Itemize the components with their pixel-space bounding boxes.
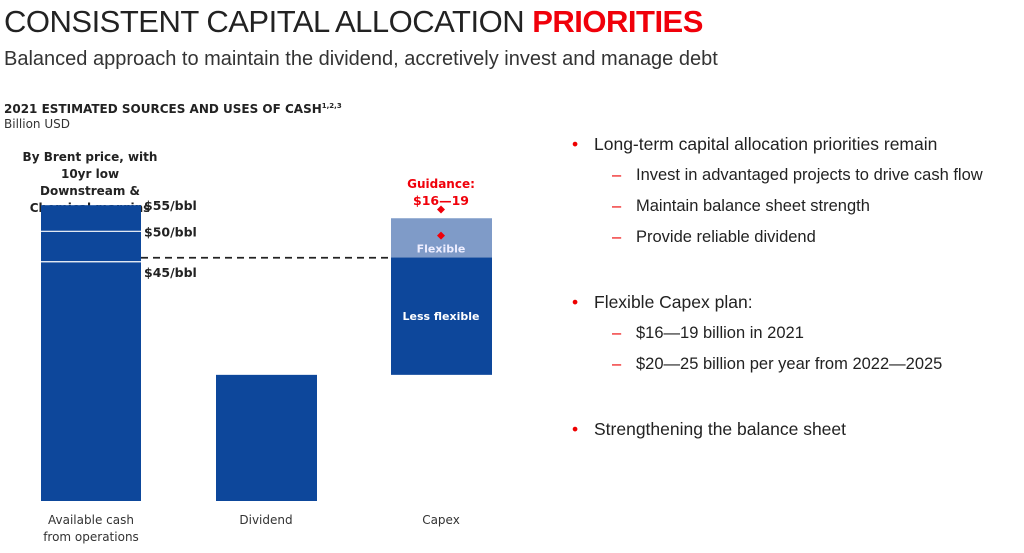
label-less-flexible: Less flexible	[403, 310, 480, 323]
bar-available-cash	[41, 205, 141, 501]
category-label: Capex	[422, 513, 460, 527]
price-label: $45/bbl	[144, 265, 197, 280]
sub-bullet-item: Provide reliable dividend	[572, 225, 983, 256]
label-flexible: Flexible	[417, 242, 466, 255]
bullet-item: Flexible Capex plan:	[572, 290, 983, 321]
category-label: Available cash from operations	[43, 513, 139, 544]
bullet-item: Long-term capital allocation priorities …	[572, 132, 983, 163]
guidance-range: $16—19	[413, 193, 469, 208]
title-main: CONSISTENT CAPITAL ALLOCATION	[4, 4, 525, 39]
chart-title-footnotes: 1,2,3	[321, 102, 342, 110]
page-title: CONSISTENT CAPITAL ALLOCATION PRIORITIES	[4, 4, 703, 40]
guidance-marker	[437, 205, 445, 214]
bar-capex-less-flexible	[391, 257, 492, 375]
guidance-marker	[437, 231, 445, 240]
sub-bullet-item: Invest in advantaged projects to drive c…	[572, 163, 983, 194]
guidance-label: Guidance:	[407, 177, 475, 191]
bullet-item: Strengthening the balance sheet	[572, 417, 983, 448]
sub-bullet-item: $16—19 billion in 2021	[572, 321, 983, 352]
page-subtitle: Balanced approach to maintain the divide…	[4, 48, 718, 70]
sub-bullet-item: $20—25 billion per year from 2022—2025	[572, 352, 983, 383]
waterfall-chart: $45/bbl $50/bbl $55/bbl Less flexible Flexib…	[41, 177, 492, 544]
price-label: $50/bbl	[144, 224, 197, 239]
price-label: $55/bbl	[144, 198, 197, 213]
category-label: Dividend	[239, 513, 292, 527]
chart-title: 2021 ESTIMATED SOURCES AND USES OF CASH1…	[4, 102, 342, 116]
title-highlight: PRIORITIES	[532, 4, 703, 39]
chart-unit: Billion USD	[4, 117, 70, 131]
chart-title-text: 2021 ESTIMATED SOURCES AND USES OF CASH	[4, 102, 322, 116]
sub-bullet-item: Maintain balance sheet strength	[572, 194, 983, 225]
bar-dividend	[216, 374, 317, 501]
bullet-list: Long-term capital allocation priorities …	[572, 132, 983, 448]
